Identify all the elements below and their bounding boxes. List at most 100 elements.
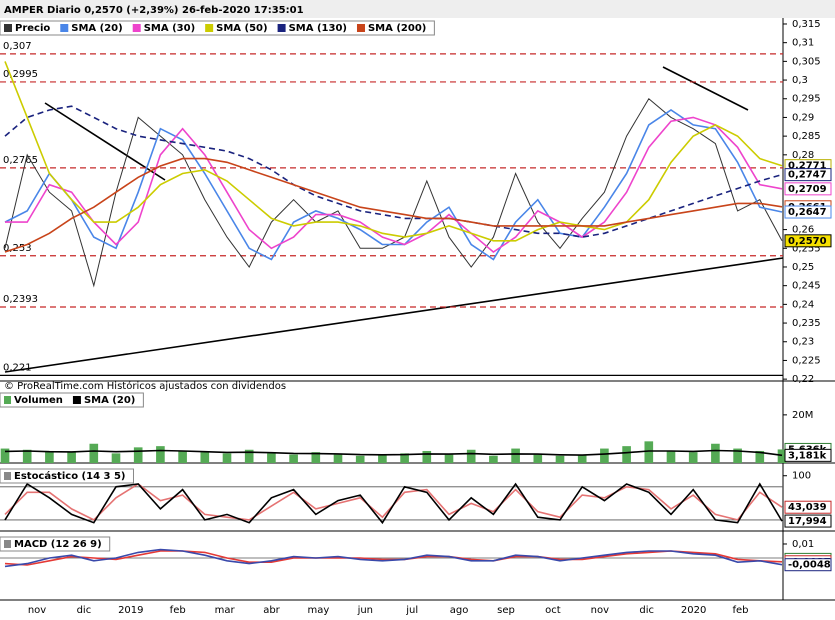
volume-bar	[400, 453, 409, 463]
x-tick-label: nov	[28, 605, 46, 616]
panel-title: Estocástico (14 3 5)	[14, 470, 125, 482]
series-line	[4, 157, 783, 253]
y-tick-label: 0,29	[792, 112, 814, 123]
trend-line	[44, 102, 166, 181]
last-value-label: 43,039	[788, 502, 827, 513]
volume-bar	[355, 455, 365, 463]
volume-bar	[466, 449, 476, 463]
last-value-label: 17,994	[788, 516, 827, 527]
last-value-box	[784, 234, 832, 248]
volume-bar	[444, 454, 454, 463]
volume-bar	[111, 453, 121, 463]
last-value-label: 0,2747	[788, 170, 827, 181]
y-tick-label: 0,255	[792, 243, 821, 254]
legend-label: SMA (130)	[289, 23, 347, 34]
level-label: 0,2765	[3, 155, 38, 166]
legend-icon	[4, 540, 11, 548]
x-tick-label: oct	[545, 605, 561, 616]
y-tick-label: 0,3	[792, 75, 808, 86]
legend-swatch	[60, 24, 69, 32]
x-tick-label: jul	[405, 605, 418, 616]
legend-bg	[0, 468, 134, 484]
volume-bar	[156, 446, 165, 463]
legend-bg	[0, 20, 435, 36]
header-title: AMPER Diario 0,2570 (+2,39%) 26-feb-2020…	[4, 5, 304, 16]
x-tick-label: may	[308, 605, 330, 616]
volume-bar	[600, 448, 609, 463]
volume-bar	[688, 452, 698, 463]
legend-label: SMA (20)	[84, 395, 135, 406]
last-value-label: 0,2771	[788, 161, 827, 172]
series-line	[5, 116, 783, 254]
y-tick-label: 0,26	[792, 225, 814, 236]
volume-bar	[644, 441, 654, 463]
panel-title: MACD (12 26 9)	[14, 539, 102, 550]
volume-bar	[289, 454, 298, 463]
legend-icon	[4, 472, 11, 480]
x-tick-label: jun	[357, 605, 373, 616]
last-value-box	[784, 448, 832, 462]
x-tick-label: dic	[639, 605, 654, 616]
level-label: 0,221	[3, 362, 32, 373]
legend-swatch	[205, 24, 214, 32]
x-tick-label: nov	[591, 605, 609, 616]
volume-bar	[267, 453, 276, 463]
legend-swatch	[277, 24, 286, 32]
footer-note: © ProRealTime.com Históricos ajustados c…	[4, 380, 286, 392]
series-line	[4, 482, 783, 525]
y-tick-label: 100	[792, 471, 811, 482]
y-tick-label: 0,315	[792, 19, 821, 30]
x-tick-label: feb	[732, 605, 748, 616]
y-tick-label: 0,31	[792, 38, 814, 49]
volume-bar	[311, 452, 321, 463]
y-tick-label: 0,24	[792, 299, 814, 310]
series-line	[4, 109, 783, 261]
legend-swatch	[72, 396, 81, 404]
last-value-box	[784, 168, 832, 182]
x-tick-label: 2019	[118, 605, 143, 616]
last-value-label: 0,2709	[788, 184, 827, 195]
volume-bar	[577, 454, 587, 463]
volume-bar	[489, 455, 498, 463]
y-tick-label: 0,25	[792, 262, 814, 273]
legend-swatch	[356, 24, 365, 32]
last-value-box	[784, 205, 832, 219]
volume-bar	[45, 450, 54, 463]
last-value-box	[784, 558, 832, 572]
volume-bar	[244, 449, 254, 463]
trend-line	[662, 66, 749, 111]
y-tick-label: 0,225	[792, 355, 821, 366]
volume-bar	[0, 448, 10, 463]
support-line	[4, 257, 784, 373]
last-value-label: 3,181k	[788, 450, 827, 461]
level-label: 0,2995	[3, 69, 38, 80]
volume-bar	[22, 449, 32, 463]
volume-bar	[666, 450, 676, 463]
y-tick-label: 0,22	[792, 374, 814, 385]
legend-swatch	[132, 24, 141, 32]
series-line	[4, 548, 783, 568]
legend-swatch	[4, 24, 12, 32]
y-tick-label: 0,28	[792, 150, 814, 161]
legend-icon	[4, 396, 11, 404]
legend-label: SMA (50)	[216, 23, 267, 34]
volume-bar	[133, 447, 143, 463]
last-value-label: 0,2647	[788, 207, 827, 218]
y-tick-label: 20M	[792, 410, 813, 421]
legend-label: SMA (30)	[144, 23, 195, 34]
level-label: 0,2393	[3, 294, 38, 305]
x-tick-label: mar	[215, 605, 236, 616]
volume-bar	[777, 449, 787, 463]
series-line	[4, 449, 783, 457]
volume-bar	[222, 453, 232, 463]
x-tick-label: sep	[497, 605, 515, 616]
volume-bar	[89, 443, 99, 463]
x-tick-label: abr	[263, 605, 280, 616]
series-line	[4, 97, 783, 288]
legend-label: SMA (200)	[368, 23, 426, 34]
y-tick-label: 0,295	[792, 94, 821, 105]
volume-bar	[200, 452, 210, 463]
volume-bar	[733, 448, 742, 463]
legend-label: Precio	[15, 23, 50, 34]
